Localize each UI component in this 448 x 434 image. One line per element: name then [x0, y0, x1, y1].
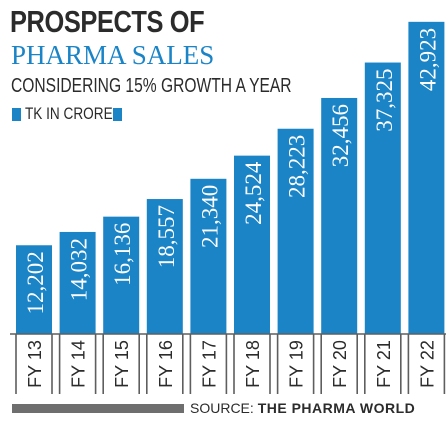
- value-label-1: 14,032: [67, 238, 92, 301]
- category-label-8: FY 21: [374, 340, 394, 388]
- category-label-7: FY 20: [330, 340, 350, 388]
- chart-title: PROSPECTS OF: [10, 4, 205, 39]
- category-strip: [10, 334, 446, 394]
- value-label-7: 32,456: [328, 104, 353, 167]
- category-label-3: FY 16: [156, 340, 176, 388]
- value-label-5: 24,524: [241, 161, 266, 225]
- category-label-2: FY 15: [112, 340, 132, 388]
- legend-swatch-left: [12, 107, 21, 121]
- value-label-3: 18,557: [154, 205, 179, 268]
- category-label-5: FY 18: [243, 340, 263, 388]
- value-label-8: 37,325: [372, 69, 397, 132]
- value-label-0: 12,202: [23, 251, 48, 314]
- bar-3: [146, 199, 183, 334]
- value-label-9: 42,923: [415, 28, 440, 91]
- bar-0: [16, 245, 52, 334]
- chart-subtitle: PHARMA SALES: [11, 40, 215, 70]
- category-label-1: FY 14: [69, 340, 89, 388]
- source-line: SOURCE: THE PHARMA WORLD: [190, 400, 415, 416]
- bar-4: [190, 178, 227, 334]
- bar-8: [364, 62, 401, 334]
- legend-swatch-right: [113, 107, 122, 121]
- bar-5: [234, 155, 270, 334]
- source-name: THE PHARMA WORLD: [257, 400, 416, 416]
- category-label-4: FY 17: [199, 340, 219, 388]
- value-label-6: 28,223: [285, 135, 310, 198]
- source-label: SOURCE:: [190, 400, 254, 416]
- bar-1: [59, 231, 96, 334]
- category-label-0: FY 13: [25, 340, 45, 388]
- chart-note: CONSIDERING 15% GROWTH A YEAR: [11, 75, 292, 97]
- category-label-6: FY 19: [287, 340, 307, 388]
- source-bar: [12, 404, 184, 413]
- value-label-2: 16,136: [110, 223, 135, 286]
- bar-7: [321, 97, 358, 334]
- legend: TK IN CRORE: [12, 104, 122, 124]
- value-label-4: 21,340: [197, 185, 222, 248]
- bar-6: [277, 128, 314, 334]
- bar-2: [103, 216, 140, 334]
- bar-9: [408, 21, 445, 334]
- category-label-9: FY 22: [417, 340, 437, 388]
